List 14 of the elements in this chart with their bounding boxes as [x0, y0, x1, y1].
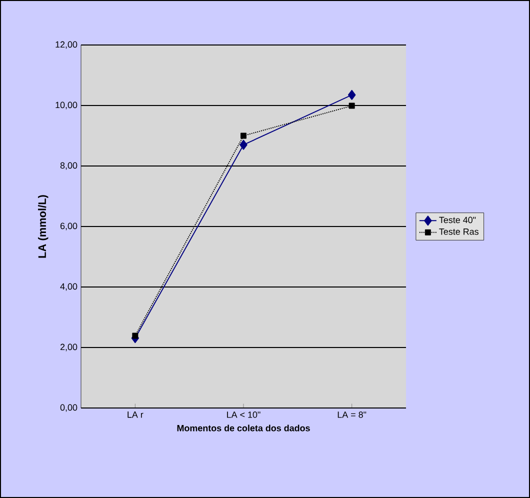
x-tick-label: LA = 8"	[338, 412, 366, 418]
legend-label: Teste 40"	[439, 216, 476, 224]
x-axis-title: Momentos de coleta dos dados	[177, 424, 310, 432]
y-tick-label: 10,00	[56, 102, 78, 110]
legend-label: Teste Ras	[439, 228, 478, 235]
y-tick-label: 0,00	[60, 404, 78, 412]
y-tick-label: 2,00	[60, 344, 78, 352]
y-tick-label: 6,00	[60, 222, 78, 230]
x-tick-label: LA < 10"	[227, 412, 260, 418]
y-axis-title: LA (mmol/L)	[38, 195, 48, 258]
y-tick-label: 8,00	[60, 162, 78, 170]
x-tick-label: LA r	[128, 412, 144, 418]
y-tick-label: 4,00	[60, 283, 78, 291]
y-tick-label: 12,00	[56, 41, 78, 49]
